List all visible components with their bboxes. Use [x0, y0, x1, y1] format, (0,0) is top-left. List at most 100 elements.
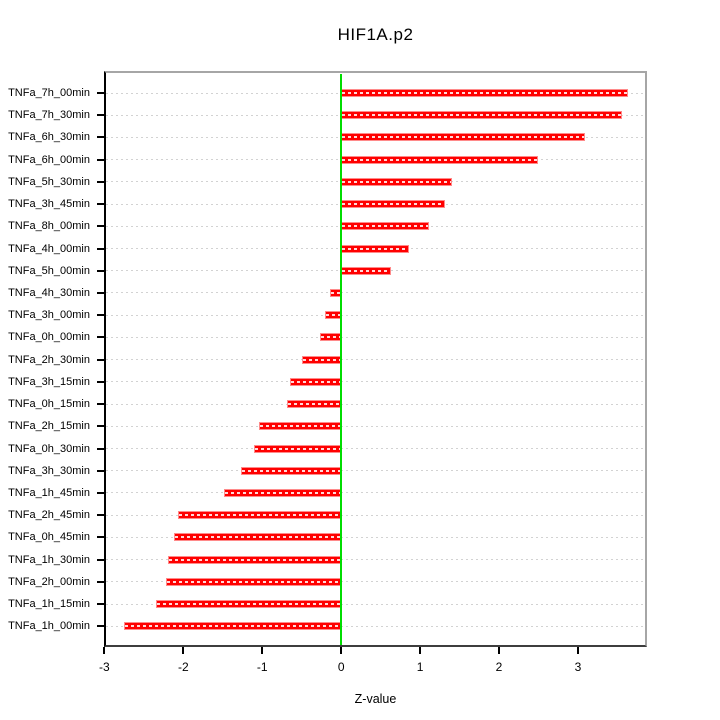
row-gridline: [106, 536, 645, 538]
y-axis-tick: [97, 158, 104, 161]
y-axis-tick: [97, 491, 104, 494]
bar: [155, 600, 342, 609]
row-gridline: [106, 425, 645, 427]
bar-hatch-pattern: [342, 158, 538, 161]
bar: [341, 200, 446, 209]
y-axis-tick: [97, 269, 104, 272]
y-axis-tick: [97, 425, 104, 428]
bar: [341, 177, 452, 186]
y-axis-tick: [97, 603, 104, 606]
y-axis-tick: [97, 114, 104, 117]
y-axis-label: TNFa_0h_00min: [8, 331, 90, 344]
bar-hatch-pattern: [342, 92, 627, 94]
row-gridline: [106, 403, 645, 405]
y-axis-tick: [97, 514, 104, 517]
bar: [341, 244, 410, 253]
y-axis-label: TNFa_2h_45min: [8, 509, 90, 522]
y-axis-label: TNFa_4h_00min: [8, 242, 90, 255]
row-gridline: [106, 492, 645, 494]
y-axis-tick: [97, 536, 104, 539]
zero-reference-line: [340, 73, 343, 645]
x-axis-tick: [498, 646, 501, 654]
row-gridline: [106, 581, 645, 583]
y-axis-label: TNFa_2h_15min: [8, 420, 90, 433]
bar-hatch-pattern: [342, 203, 445, 206]
bar: [287, 400, 342, 409]
x-axis-tick-label: 1: [416, 660, 424, 674]
row-gridline: [106, 514, 645, 516]
bar: [240, 466, 342, 475]
y-axis-label: TNFa_1h_30min: [8, 553, 90, 566]
bar: [302, 355, 342, 364]
y-axis-label: TNFa_2h_30min: [8, 353, 90, 366]
y-axis-label: TNFa_3h_00min: [8, 309, 90, 322]
x-axis-tick: [103, 646, 106, 654]
bar: [168, 555, 342, 564]
bar-hatch-pattern: [174, 536, 341, 539]
bar: [254, 444, 342, 453]
bar: [341, 111, 623, 120]
y-axis-tick: [97, 380, 104, 383]
y-axis-tick: [97, 203, 104, 206]
y-axis-label: TNFa_5h_00min: [8, 264, 90, 277]
x-axis-title: Z-value: [354, 692, 397, 706]
y-axis-label: TNFa_8h_00min: [8, 220, 90, 233]
x-axis-tick-label: -3: [99, 660, 110, 674]
row-gridline: [106, 336, 645, 338]
row-gridline: [106, 381, 645, 383]
y-axis-tick: [97, 92, 104, 94]
x-axis-tick-label: 3: [574, 660, 582, 674]
y-axis-tick: [97, 336, 104, 339]
bar: [324, 311, 342, 320]
bar: [165, 577, 342, 586]
x-axis-tick-label: 2: [495, 660, 503, 674]
bar-hatch-pattern: [342, 136, 585, 139]
bar-hatch-pattern: [260, 425, 341, 428]
bar-hatch-pattern: [320, 336, 341, 339]
y-axis-label: TNFa_7h_00min: [8, 87, 90, 99]
y-axis-label: TNFa_1h_45min: [8, 486, 90, 499]
row-gridline: [106, 470, 645, 472]
y-axis-label: TNFa_3h_30min: [8, 464, 90, 477]
y-axis-label: TNFa_4h_30min: [8, 286, 90, 299]
y-axis-tick: [97, 180, 104, 183]
y-axis-tick: [97, 625, 104, 628]
y-axis-tick: [97, 580, 104, 583]
y-axis-label: TNFa_6h_00min: [8, 153, 90, 166]
y-axis-label: TNFa_0h_45min: [8, 531, 90, 544]
x-axis-tick: [340, 646, 343, 654]
row-gridline: [106, 292, 645, 294]
y-axis-label: TNFa_5h_30min: [8, 175, 90, 188]
bar-hatch-pattern: [342, 225, 428, 228]
y-axis-tick: [97, 314, 104, 317]
y-axis-label: TNFa_0h_15min: [8, 398, 90, 411]
bar: [223, 488, 342, 497]
bar: [341, 89, 628, 97]
y-axis-label: TNFa_3h_15min: [8, 375, 90, 388]
bar-hatch-pattern: [342, 180, 451, 183]
bar-hatch-pattern: [290, 380, 341, 383]
x-axis-tick-label: 0: [337, 660, 345, 674]
row-gridline: [106, 314, 645, 316]
y-axis-tick: [97, 358, 104, 361]
bar-hatch-pattern: [325, 314, 341, 317]
bar-hatch-pattern: [125, 625, 341, 628]
x-axis-tick: [419, 646, 422, 654]
y-axis-label: TNFa_3h_45min: [8, 198, 90, 211]
bar-hatch-pattern: [342, 114, 622, 117]
row-gridline: [106, 448, 645, 450]
row-gridline: [106, 603, 645, 605]
bar: [173, 533, 342, 542]
bar: [341, 222, 429, 231]
bar-hatch-pattern: [303, 358, 341, 361]
y-axis-tick: [97, 225, 104, 228]
plot-area-box: [104, 71, 647, 647]
bar-hatch-pattern: [156, 603, 341, 606]
x-axis-tick-label: -2: [177, 660, 189, 674]
y-axis-tick: [97, 247, 104, 250]
y-axis-label: TNFa_1h_00min: [8, 620, 90, 633]
bar-hatch-pattern: [342, 269, 390, 272]
bar: [341, 133, 586, 142]
y-axis-label: TNFa_2h_00min: [8, 575, 90, 588]
